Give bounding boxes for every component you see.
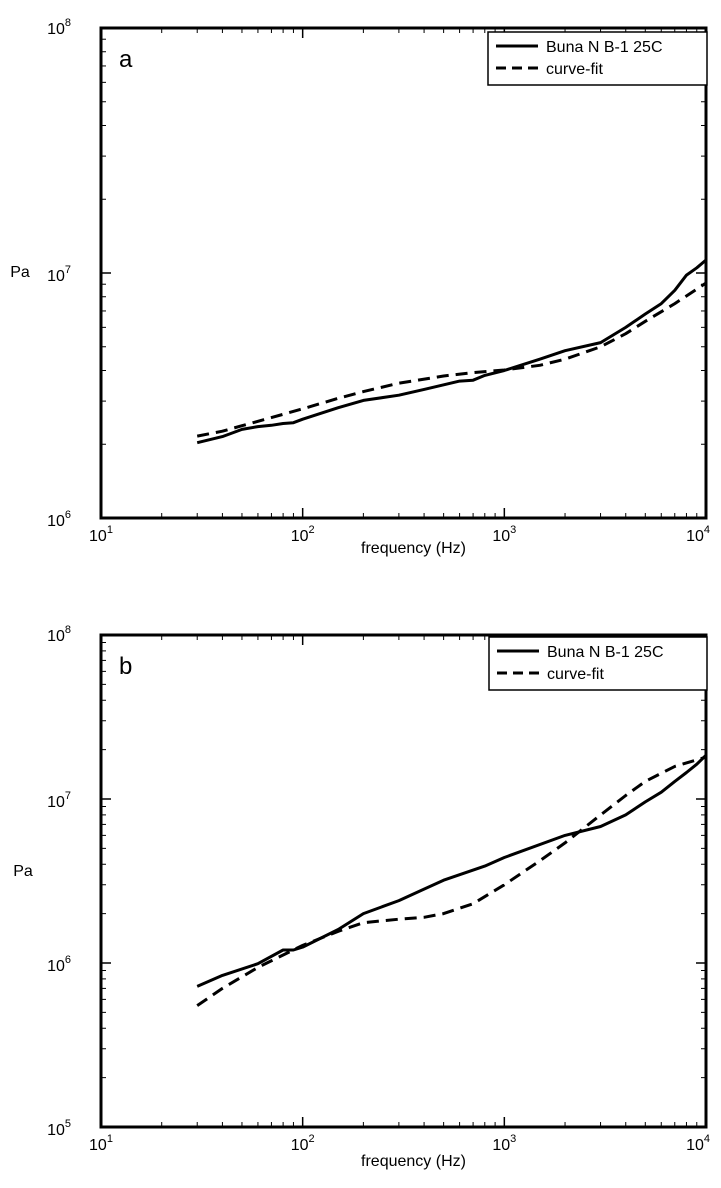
series-line-measured [196, 754, 708, 988]
legend-entry: curve-fit [546, 61, 603, 78]
y-tick-exponent: 7 [65, 790, 71, 802]
y-tick-base: 10 [47, 794, 65, 811]
x-tick-exponent: 1 [107, 524, 113, 536]
x-tick-label: 103 [492, 1133, 516, 1154]
legend-entry: Buna N B-1 25C [546, 39, 663, 56]
x-tick-label: 102 [291, 524, 315, 545]
plot-frame [99, 26, 708, 520]
x-tick-exponent: 1 [107, 1133, 113, 1145]
y-tick-label: 106 [47, 509, 71, 530]
y-tick-label: 106 [47, 954, 71, 975]
y-tick-base: 10 [47, 958, 65, 975]
y-tick-base: 10 [47, 513, 65, 530]
series-line-curve-fit [196, 281, 707, 438]
series-line-curve-fit [196, 755, 707, 1007]
y-axis-label: Pa [13, 863, 33, 880]
x-tick-exponent: 4 [704, 1133, 710, 1145]
x-tick-label: 102 [291, 1133, 315, 1154]
x-tick-exponent: 4 [704, 524, 710, 536]
y-axis-label: Pa [10, 264, 30, 281]
x-tick-label: 101 [89, 524, 113, 545]
legend-entry: Buna N B-1 25C [547, 644, 664, 661]
x-axis-label: frequency (Hz) [361, 540, 466, 557]
y-tick-exponent: 5 [65, 1118, 71, 1130]
y-tick-label: 107 [47, 790, 71, 811]
x-tick-exponent: 3 [510, 524, 516, 536]
x-tick-label: 101 [89, 1133, 113, 1154]
x-tick-base: 10 [492, 528, 510, 545]
legend-box [487, 31, 708, 86]
legend-box [488, 636, 708, 691]
y-tick-label: 108 [47, 624, 71, 645]
legend-entry: curve-fit [547, 666, 604, 683]
x-tick-base: 10 [686, 1137, 704, 1154]
y-tick-exponent: 6 [65, 954, 71, 966]
x-tick-base: 10 [686, 528, 704, 545]
y-tick-base: 10 [47, 1122, 65, 1139]
x-tick-base: 10 [89, 528, 107, 545]
panel-letter: b [119, 653, 132, 680]
panel-letter: a [119, 46, 133, 73]
series-line-measured [196, 258, 707, 445]
plot-frame [99, 633, 708, 1129]
x-tick-exponent: 2 [309, 524, 315, 536]
y-tick-label: 107 [47, 264, 71, 285]
y-tick-exponent: 8 [65, 624, 71, 636]
y-tick-exponent: 7 [65, 264, 71, 276]
x-tick-exponent: 2 [309, 1133, 315, 1145]
y-tick-base: 10 [47, 628, 65, 645]
y-tick-base: 10 [47, 21, 65, 38]
x-tick-base: 10 [492, 1137, 510, 1154]
x-tick-label: 104 [686, 524, 710, 545]
y-tick-exponent: 8 [65, 17, 71, 29]
x-tick-exponent: 3 [510, 1133, 516, 1145]
y-tick-exponent: 6 [65, 509, 71, 521]
y-tick-label: 105 [47, 1118, 71, 1139]
x-axis-label: frequency (Hz) [361, 1153, 466, 1170]
x-tick-base: 10 [89, 1137, 107, 1154]
x-tick-label: 104 [686, 1133, 710, 1154]
x-tick-base: 10 [291, 1137, 309, 1154]
y-tick-base: 10 [47, 268, 65, 285]
x-tick-base: 10 [291, 528, 309, 545]
y-tick-label: 108 [47, 17, 71, 38]
x-tick-label: 103 [492, 524, 516, 545]
